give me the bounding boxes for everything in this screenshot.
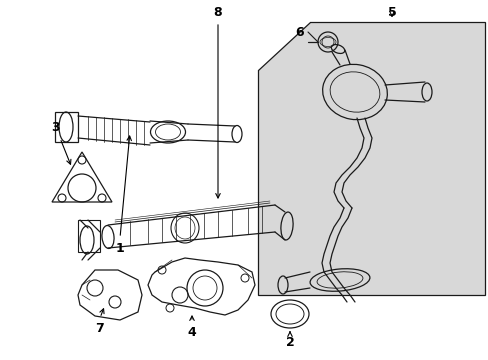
Text: 4: 4 (187, 325, 196, 338)
Text: 5: 5 (387, 6, 396, 19)
Text: 8: 8 (213, 6, 222, 19)
Text: 6: 6 (295, 26, 304, 39)
Text: 1: 1 (115, 242, 124, 255)
Text: 7: 7 (96, 321, 104, 334)
Text: 2: 2 (285, 336, 294, 348)
Polygon shape (258, 22, 484, 295)
Text: 3: 3 (51, 121, 59, 135)
